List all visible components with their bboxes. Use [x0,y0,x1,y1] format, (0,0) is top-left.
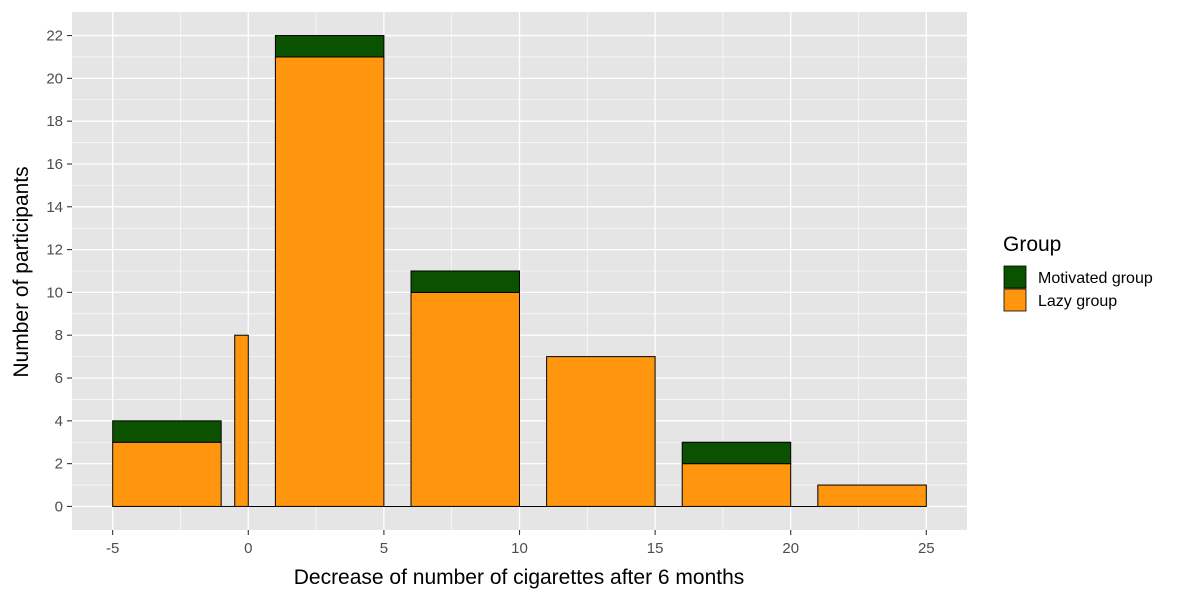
x-axis-title: Decrease of number of cigarettes after 6… [294,566,745,589]
x-tick-label: 10 [511,540,528,557]
bar-motivated-group [681,441,792,465]
bar-motivated-group [112,420,222,443]
y-tick-label: 4 [55,413,63,430]
bar-motivated-group [274,35,385,58]
y-tick-label: 8 [55,327,63,344]
x-tick-label: 5 [380,540,388,557]
y-axis-title: Number of participants [10,166,33,377]
bars [112,35,927,507]
legend-label: Lazy group [1038,293,1117,310]
legend-key [1003,288,1027,312]
y-tick-label: 10 [46,284,63,301]
bar-lazy-group [410,291,520,507]
legend-title: Group [1003,233,1061,256]
bar-motivated-group [410,270,520,293]
y-tick-label: 18 [46,113,63,130]
y-tick-label: 22 [46,28,63,45]
bar-lazy-group [274,56,385,507]
x-tick-label: 0 [244,540,252,557]
bar-lazy-group [546,356,656,507]
x-tick-label: 15 [647,540,664,557]
x-tick-label: 20 [782,540,799,557]
legend-key [1003,265,1027,289]
legend-label: Motivated group [1038,270,1153,287]
y-tick-label: 2 [55,456,63,473]
y-tick-label: 0 [55,498,63,515]
y-tick-label: 14 [46,199,63,216]
y-tick-label: 16 [46,156,63,173]
x-tick-label: 25 [918,540,935,557]
x-tick-label: -5 [106,540,119,557]
y-tick-label: 12 [46,242,63,259]
legend: Group Motivated group Lazy group [1003,233,1153,312]
y-tick-label: 20 [46,70,63,87]
bar-lazy-group [112,441,222,507]
y-axis: 0 2 4 6 8 10 12 14 16 18 20 22 [46,28,72,515]
x-axis: -5 0 5 10 15 20 25 [106,530,935,557]
bar-lazy-group [817,484,927,507]
bar-lazy-group [234,334,249,507]
bar-lazy-group [681,463,792,507]
y-tick-label: 6 [55,370,63,387]
